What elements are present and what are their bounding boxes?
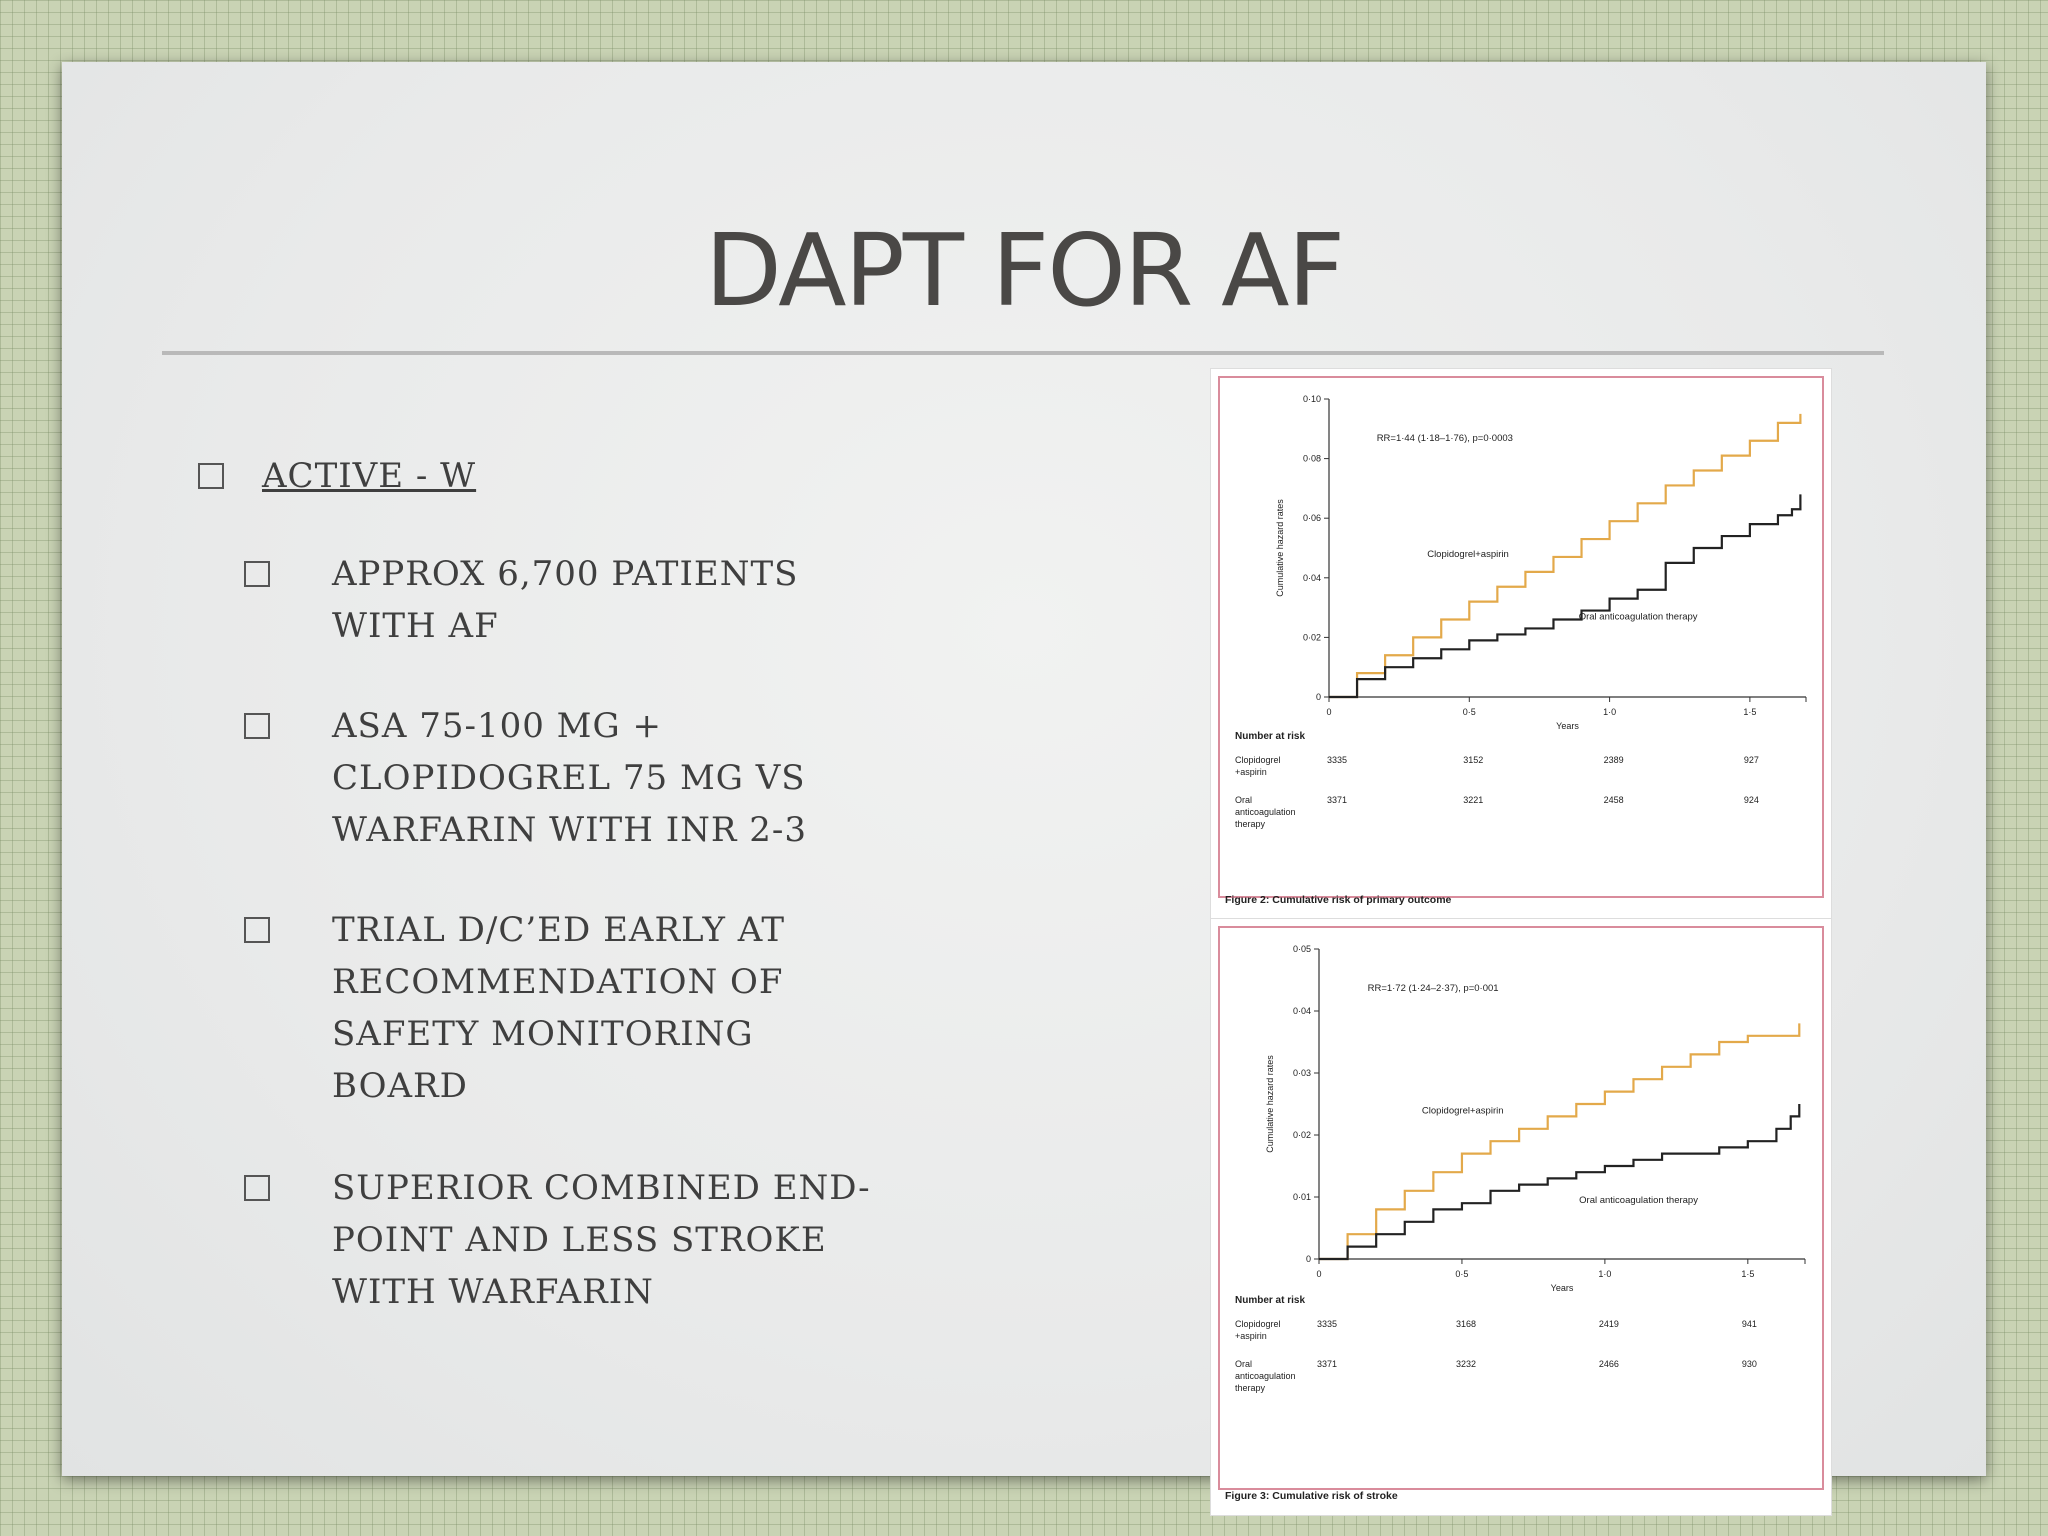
risk-table-value: 3168 (1456, 1319, 1476, 1329)
bullet-line: ASA 75-100 MG + (332, 706, 662, 746)
figure-caption: Figure 2: Cumulative risk of primary out… (1225, 894, 1452, 906)
bullet-line: BOARD (332, 1066, 468, 1106)
y-axis-label: Cumulative hazard rates (1265, 1055, 1275, 1153)
y-tick-label: 0·10 (1303, 394, 1321, 404)
risk-table-row-label: +aspirin (1235, 767, 1267, 777)
figure-2-chart: 0 0·02 0·04 0·06 0·08 0·10 0 0·5 1·0 1·5 Years Cumu… (1218, 376, 1824, 906)
chart-annotation: RR=1·72 (1·24–2·37), p=0·001 (1368, 983, 1499, 994)
x-tick-label: 1·0 (1598, 1269, 1611, 1279)
checkbox-icon (244, 917, 270, 943)
series-line (1319, 1023, 1801, 1261)
bullet-level1: ACTIVE - W (198, 450, 477, 502)
slide-title: DAPT FOR AF (704, 212, 1345, 329)
chart-frame (1218, 926, 1824, 1490)
bullet-line: WARFARIN WITH INR 2-3 (332, 810, 808, 850)
risk-table-heading: Number at risk (1235, 1295, 1305, 1306)
x-tick-label: 1·5 (1743, 707, 1756, 717)
bullet-level2: APPROX 6,700 PATIENTS WITH AF (244, 548, 799, 652)
risk-table-value: 3371 (1327, 795, 1347, 805)
series-label: Oral anticoagulation therapy (1579, 612, 1698, 623)
bullet-line: WITH AF (332, 606, 499, 646)
bullet-line: RECOMMENDATION OF (332, 962, 784, 1002)
chart-frame (1218, 376, 1824, 898)
bullet-line: CLOPIDOGREL 75 MG VS (332, 758, 806, 798)
y-tick-label: 0 (1306, 1254, 1311, 1264)
bullet-line: APPROX 6,700 PATIENTS (332, 554, 799, 594)
series-line (1329, 413, 1802, 699)
y-tick-label: 0·06 (1303, 513, 1321, 523)
risk-table-value: 3152 (1463, 755, 1483, 765)
x-tick-label: 1·5 (1741, 1269, 1754, 1279)
risk-table-value: 2466 (1599, 1359, 1619, 1369)
risk-table-row-label: anticoagulation (1235, 807, 1296, 817)
y-tick-label: 0·03 (1293, 1068, 1311, 1078)
bullet-line: POINT AND LESS STROKE (332, 1220, 827, 1260)
risk-table-value: 941 (1742, 1319, 1757, 1329)
y-tick-label: 0 (1316, 692, 1321, 702)
risk-table-row-label: Oral (1235, 795, 1252, 805)
risk-table-value: 3221 (1463, 795, 1483, 805)
bullet-line: SUPERIOR COMBINED END- (332, 1168, 871, 1208)
checkbox-icon (244, 713, 270, 739)
figure-2-panel: 0 0·02 0·04 0·06 0·08 0·10 0 0·5 1·0 1·5 Years Cumu… (1210, 368, 1832, 920)
x-tick-label: 0 (1326, 707, 1331, 717)
checkbox-icon (198, 463, 224, 489)
bullet-level2: TRIAL D/C’ED EARLY AT RECOMMENDATION OF … (244, 904, 786, 1112)
x-axis-label: Years (1556, 721, 1579, 731)
y-tick-label: 0·04 (1303, 573, 1321, 583)
slide: DAPT FOR AF ACTIVE - W APPROX 6,700 PATI… (62, 62, 1986, 1516)
risk-table-row-label: therapy (1235, 819, 1266, 829)
figure-caption: Figure 3: Cumulative risk of stroke (1225, 1490, 1398, 1502)
risk-table-value: 2419 (1599, 1319, 1619, 1329)
y-axis-label: Cumulative hazard rates (1275, 499, 1285, 597)
bullet-text: ACTIVE - W (262, 456, 477, 496)
x-tick-label: 0·5 (1455, 1269, 1468, 1279)
risk-table-row-label: anticoagulation (1235, 1371, 1296, 1381)
series-label: Clopidogrel+aspirin (1427, 549, 1509, 560)
risk-table-value: 924 (1744, 795, 1759, 805)
y-tick-label: 0·08 (1303, 454, 1321, 464)
risk-table-value: 3232 (1456, 1359, 1476, 1369)
y-tick-label: 0·02 (1303, 632, 1321, 642)
bullet-level2: ASA 75-100 MG + CLOPIDOGREL 75 MG VS WAR… (244, 700, 808, 856)
series-label: Oral anticoagulation therapy (1579, 1195, 1698, 1206)
figure-3-chart: 0 0·01 0·02 0·03 0·04 0·05 0 0·5 1·0 1·5 Years Cumu… (1218, 926, 1824, 1502)
risk-table-value: 3335 (1317, 1319, 1337, 1329)
risk-table-row-label: +aspirin (1235, 1331, 1267, 1341)
series-line (1319, 1104, 1801, 1261)
bullet-line: WITH WARFARIN (332, 1272, 654, 1312)
x-axis-label: Years (1551, 1283, 1574, 1293)
risk-table-value: 3335 (1327, 755, 1347, 765)
series-line (1329, 494, 1802, 699)
risk-table-value: 3371 (1317, 1359, 1337, 1369)
risk-table-row-label: Clopidogrel (1235, 1319, 1281, 1329)
risk-table-value: 927 (1744, 755, 1759, 765)
y-tick-label: 0·01 (1293, 1192, 1311, 1202)
y-tick-label: 0·04 (1293, 1006, 1311, 1016)
risk-table-value: 930 (1742, 1359, 1757, 1369)
x-tick-label: 0 (1316, 1269, 1321, 1279)
risk-table-value: 2458 (1604, 795, 1624, 805)
checkbox-icon (244, 1175, 270, 1201)
title-divider (162, 351, 1884, 355)
risk-table-heading: Number at risk (1235, 731, 1305, 742)
y-tick-label: 0·02 (1293, 1130, 1311, 1140)
risk-table-row-label: Clopidogrel (1235, 755, 1281, 765)
risk-table-row-label: therapy (1235, 1383, 1266, 1393)
x-tick-label: 1·0 (1603, 707, 1616, 717)
chart-annotation: RR=1·44 (1·18–1·76), p=0·0003 (1377, 433, 1513, 444)
risk-table-value: 2389 (1604, 755, 1624, 765)
checkbox-icon (244, 561, 270, 587)
figure-3-panel: 0 0·01 0·02 0·03 0·04 0·05 0 0·5 1·0 1·5 Years Cumu… (1210, 918, 1832, 1516)
bullet-list: ACTIVE - W APPROX 6,700 PATIENTS WITH AF… (62, 62, 1986, 1476)
bullet-line: TRIAL D/C’ED EARLY AT (332, 910, 786, 950)
bullet-line: SAFETY MONITORING (332, 1014, 754, 1054)
series-label: Clopidogrel+aspirin (1422, 1105, 1504, 1116)
x-tick-label: 0·5 (1463, 707, 1476, 717)
bullet-level2: SUPERIOR COMBINED END- POINT AND LESS ST… (244, 1162, 871, 1318)
risk-table-row-label: Oral (1235, 1359, 1252, 1369)
y-tick-label: 0·05 (1293, 944, 1311, 954)
